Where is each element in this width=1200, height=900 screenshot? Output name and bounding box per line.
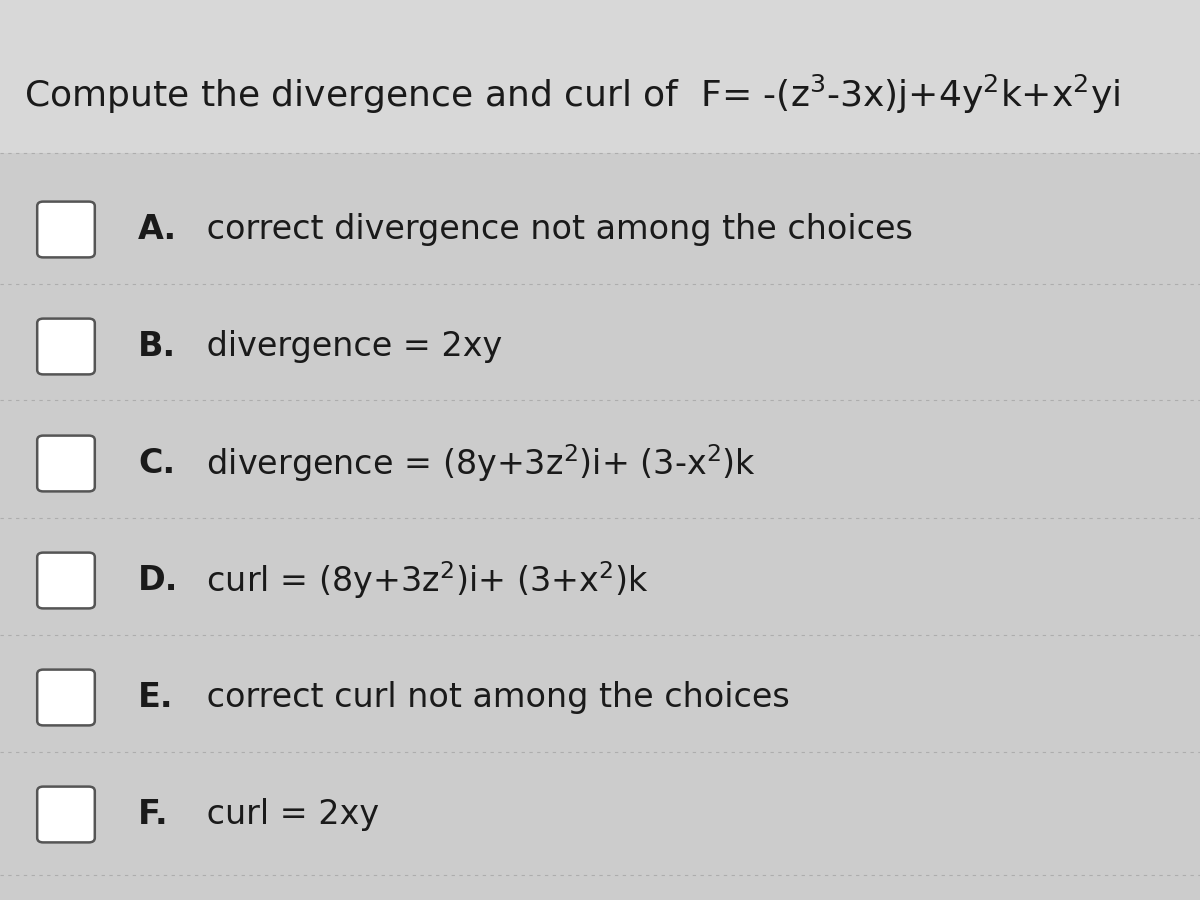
- Text: curl = (8y+3z$^2$)i+ (3+x$^2$)k: curl = (8y+3z$^2$)i+ (3+x$^2$)k: [196, 560, 648, 601]
- FancyBboxPatch shape: [37, 319, 95, 374]
- FancyBboxPatch shape: [0, 153, 1200, 900]
- Text: A.: A.: [138, 213, 178, 246]
- FancyBboxPatch shape: [0, 0, 1200, 153]
- Text: C.: C.: [138, 447, 175, 480]
- Text: Compute the divergence and curl of  F= -(z$^3$-3x)j+4y$^2$k+x$^2$yi: Compute the divergence and curl of F= -(…: [24, 73, 1120, 116]
- Text: D.: D.: [138, 564, 179, 597]
- Text: curl = 2xy: curl = 2xy: [196, 798, 379, 831]
- Text: E.: E.: [138, 681, 174, 714]
- Text: correct curl not among the choices: correct curl not among the choices: [196, 681, 790, 714]
- Text: divergence = (8y+3z$^2$)i+ (3-x$^2$)k: divergence = (8y+3z$^2$)i+ (3-x$^2$)k: [196, 443, 756, 484]
- FancyBboxPatch shape: [37, 436, 95, 491]
- FancyBboxPatch shape: [37, 787, 95, 842]
- Text: correct divergence not among the choices: correct divergence not among the choices: [196, 213, 912, 246]
- FancyBboxPatch shape: [37, 553, 95, 608]
- FancyBboxPatch shape: [37, 670, 95, 725]
- Text: F.: F.: [138, 798, 169, 831]
- FancyBboxPatch shape: [37, 202, 95, 257]
- Text: B.: B.: [138, 330, 176, 363]
- Text: divergence = 2xy: divergence = 2xy: [196, 330, 502, 363]
